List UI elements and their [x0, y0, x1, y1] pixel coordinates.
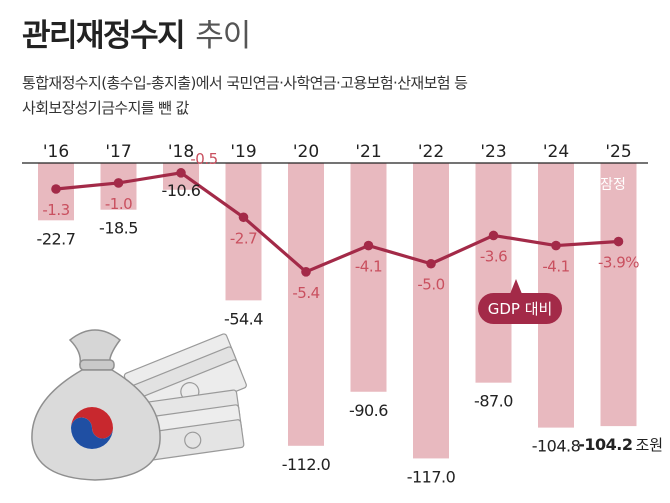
bar-9 — [600, 163, 637, 427]
bar-5 — [350, 163, 387, 392]
bar-value-label-8: -104.8 — [532, 437, 581, 456]
bar-value-label-4: -112.0 — [282, 455, 331, 474]
pct-label-3: -2.7 — [230, 229, 257, 247]
x-tick-label-9: '25 — [605, 142, 631, 162]
bar-4 — [288, 163, 324, 446]
money-bag-icon — [31, 329, 161, 481]
x-tick-label-6: '22 — [418, 142, 444, 162]
x-tick-label-0: '16 — [43, 142, 69, 162]
x-tick-label-5: '21 — [355, 142, 381, 162]
cash-stack-icon — [123, 333, 247, 462]
bar-value-label-5: -90.6 — [349, 401, 388, 420]
gdp-ratio-point-4 — [301, 267, 311, 277]
bar-value-label-0: -22.7 — [37, 229, 76, 248]
gdp-ratio-point-7 — [488, 230, 499, 241]
subtitle-line-1: 통합재정수지(총수입-총지출)에서 국민연금·사학연금·고용보험·산재보험 등 — [22, 74, 468, 92]
pct-label-1: -1.0 — [105, 195, 132, 213]
bar-value-label-6: -117.0 — [407, 467, 456, 486]
provisional-label: 잠정 — [600, 177, 626, 193]
pct-label-6: -5.0 — [417, 276, 444, 294]
bar-6 — [413, 163, 449, 459]
gdp-ratio-point-0 — [51, 184, 61, 194]
subtitle-line-2: 사회보장성기금수지를 뺀 값 — [22, 99, 189, 117]
pct-label-0: -1.3 — [42, 201, 69, 219]
gdp-ratio-point-9 — [613, 236, 624, 247]
x-tick-label-2: '18 — [168, 142, 194, 162]
pct-label-7: -3.6 — [480, 247, 507, 265]
gdp-ratio-polyline — [55, 171, 619, 274]
page-title-suffix: 추이 — [195, 18, 251, 54]
bar-7 — [475, 163, 512, 383]
x-axis-labels: '16 '17 '18 '19 '20 '21 '22 '23 '24 '25 — [43, 142, 632, 162]
bar-value-label-2: -10.6 — [162, 181, 201, 200]
bar-value-label-7: -87.0 — [474, 392, 513, 411]
gdp-ratio-point-6 — [426, 258, 436, 269]
page-title: 관리재정수지 — [22, 18, 186, 54]
gdp-ratio-point-8 — [551, 240, 561, 251]
gdp-ratio-point-3 — [238, 212, 249, 223]
bar-3 — [225, 163, 262, 301]
pct-label-2: -0.5 — [190, 150, 217, 168]
data-labels: -22.7 -1.3 -18.5 -1.0 -10.6 -0.5 -54.4 -2.7 -112… — [37, 150, 664, 487]
pct-label-5: -4.1 — [355, 258, 382, 276]
bars — [38, 163, 637, 459]
title: 관리재정수지 추이 — [22, 10, 251, 55]
x-tick-label-7: '23 — [480, 142, 506, 162]
gdp-ratio-point-2 — [176, 168, 186, 178]
x-tick-label-8: '24 — [543, 142, 569, 162]
gdp-ratio-point-1 — [113, 178, 124, 188]
gdp-ratio-point-5 — [363, 240, 374, 251]
x-tick-label-1: '17 — [105, 142, 131, 162]
gdp-ratio-line — [51, 168, 624, 277]
legend-label: GDP 대비 — [488, 300, 553, 318]
legend-callout: GDP 대비 — [478, 279, 562, 324]
bar-value-label-1: -18.5 — [99, 219, 138, 238]
unit-label: 조원 — [636, 436, 664, 454]
x-tick-label-3: '19 — [230, 142, 256, 162]
pct-label-4: -5.4 — [292, 284, 319, 302]
pct-label-8: -4.1 — [542, 258, 569, 276]
bar-value-label-9: -104.2 — [578, 435, 632, 454]
bar-value-label-3: -54.4 — [224, 309, 263, 328]
x-tick-label-4: '20 — [293, 142, 319, 162]
pct-label-9: -3.9% — [598, 254, 639, 272]
